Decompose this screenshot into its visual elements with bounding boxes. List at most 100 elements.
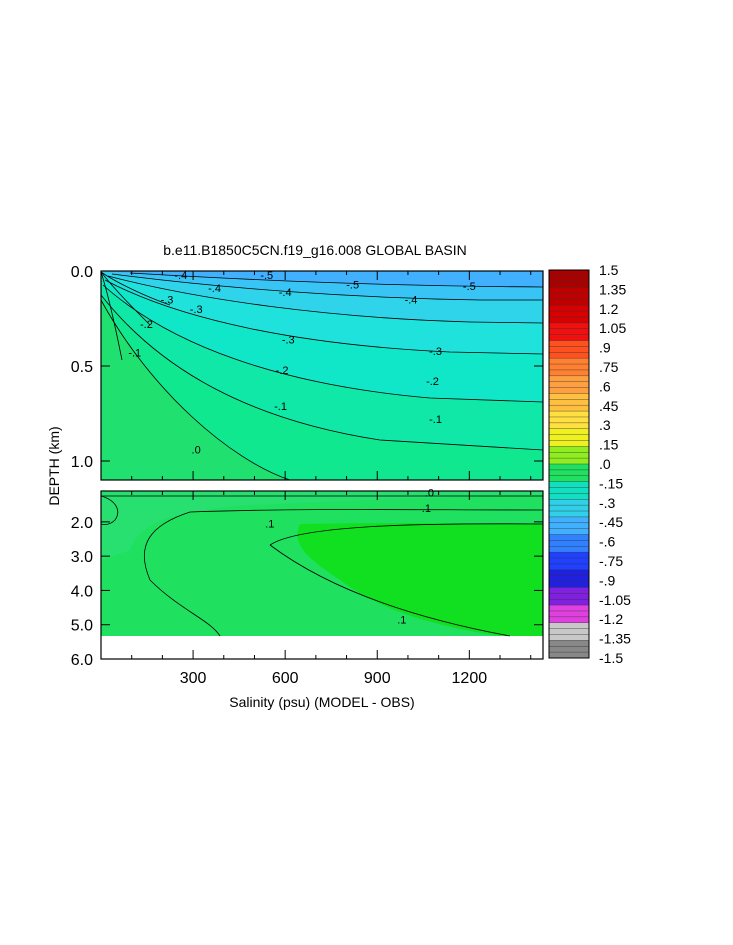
contour-label-lower-0: .0 (425, 488, 434, 500)
contour-line-0-6 (129, 272, 543, 288)
y-tick-label-lower-3: 5.0 (71, 618, 93, 635)
colorbar-swatch-21 (549, 652, 589, 659)
contour-line-0-1-lower-core-bot (269, 544, 511, 637)
colorbar-swatch-16 (549, 563, 589, 571)
contour-line-0-3 (104, 279, 543, 355)
contour-label-upper-7: -.3 (190, 304, 203, 316)
colorbar-swatch-11 (549, 475, 589, 482)
colorbar-swatch-18 (549, 599, 589, 606)
contour-label-upper-15: -.1 (274, 401, 287, 413)
upper-panel-frame (100, 270, 544, 481)
colorbar-swatch-6 (549, 387, 589, 394)
contour-line-near-left-3 (101, 271, 171, 306)
colorbar-swatch-0 (549, 270, 589, 277)
contour-label-upper-13: -.2 (276, 365, 289, 377)
colorbar-swatch-2 (549, 311, 589, 318)
colorbar-swatch-16 (549, 552, 589, 559)
contour-label-upper-4: -.5 (346, 279, 359, 291)
colorbar-swatch-2 (549, 305, 589, 312)
colorbar-swatch-19 (549, 616, 589, 624)
colorbar-swatch-7 (549, 399, 589, 406)
colorbar-swatch-0 (549, 275, 589, 283)
colorbar-swatch-15 (549, 534, 589, 541)
y-tick-label-lower-2: 4.0 (71, 583, 93, 600)
colorbar-swatch-10 (549, 446, 589, 453)
colorbar-label-12: -.3 (599, 495, 616, 511)
colorbar-swatch-18 (549, 593, 589, 600)
colorbar-swatch-17 (549, 575, 589, 582)
y-axis-label: DEPTH (km) (46, 426, 62, 505)
lower-band-core (297, 523, 543, 636)
colorbar-swatch-8 (549, 416, 589, 424)
colorbar-label-9: .15 (599, 437, 619, 453)
colorbar-swatch-20 (549, 634, 589, 641)
colorbar-label-16: -.9 (599, 572, 616, 588)
colorbar-swatch-1 (549, 287, 589, 294)
colorbar-label-0: 1.5 (599, 262, 619, 278)
upper-contour-labels: -.4 -.5 -.4 -.4 -.5 -.5 -.3 -.3 -.4 -.2 -.3 -.3 -.1 -… (128, 270, 475, 457)
x-axis-label: Salinity (psu) (MODEL - OBS) (229, 694, 414, 710)
lower-contour-labels: .0 .1 .1 .1 (265, 488, 434, 627)
colorbar-swatch-12 (549, 487, 589, 494)
contour-label-lower-2: .1 (265, 519, 274, 531)
colorbar-label-6: .6 (599, 378, 611, 394)
colorbar-swatch-14 (549, 528, 589, 535)
contour-label-upper-6: -.3 (161, 295, 174, 307)
colorbar-swatch-10 (549, 452, 589, 459)
colorbar-swatch-8 (549, 411, 589, 418)
y-tick-label-lower-0: 2.0 (71, 515, 93, 532)
colorbar-label-14: -.6 (599, 534, 616, 550)
colorbar-swatch-20 (549, 622, 589, 629)
colorbar-label-17: -1.05 (599, 592, 631, 608)
colorbar-swatch-1 (549, 299, 589, 306)
colorbar-label-8: .3 (599, 417, 611, 433)
contour-line-zero (101, 299, 291, 480)
x-tick-label-2: 900 (364, 670, 391, 687)
colorbar-swatch-6 (549, 381, 589, 388)
colorbar-swatch-13 (549, 505, 589, 512)
contour-line-0-1-lower-core (269, 523, 543, 546)
colorbar-label-11: -.15 (599, 475, 623, 491)
colorbar-swatch-9 (549, 434, 589, 441)
contour-line-0-1 (101, 294, 543, 451)
colorbar-swatch-15 (549, 546, 589, 553)
colorbar-swatch-10 (549, 458, 589, 465)
colorbar-label-10: .0 (599, 456, 611, 472)
upper-band-minus-6 (101, 271, 543, 287)
upper-contour-lines (101, 271, 543, 480)
contour-line-0-5 (111, 273, 543, 301)
colorbar-label-13: -.45 (599, 514, 623, 530)
contour-label-upper-16: -.1 (429, 414, 442, 426)
colorbar-swatch-4 (549, 352, 589, 359)
lower-band-upper-strip (101, 491, 543, 560)
colorbar-swatch-19 (549, 610, 589, 618)
colorbar-swatch-11 (549, 464, 589, 471)
colorbar-swatch-5 (549, 369, 589, 377)
colorbar-swatch-7 (549, 393, 589, 400)
colorbar-label-18: -1.2 (599, 611, 623, 627)
axes: 300 600 900 1200 0.0 0.5 1.0 2.0 3.0 4.0 5.0 6.0 (71, 264, 543, 687)
colorbar-swatch-2 (549, 317, 589, 324)
x-tick-label-0: 300 (180, 670, 207, 687)
colorbar-swatch-15 (549, 540, 589, 547)
contour-line-near-left-2 (101, 271, 151, 326)
contour-label-lower-1: .1 (422, 503, 431, 515)
colorbar-swatch-19 (549, 605, 589, 612)
contour-label-upper-17: .0 (192, 445, 201, 457)
x-tick-label-3: 1200 (452, 670, 488, 687)
contour-line-left-blob (101, 495, 119, 525)
contour-label-upper-3: -.4 (279, 287, 292, 299)
colorbar-swatch-5 (549, 358, 589, 365)
upper-panel-contours (101, 271, 543, 480)
colorbar-label-2: 1.2 (599, 301, 619, 317)
contour-label-upper-5: -.5 (463, 281, 476, 293)
colorbar-swatch-12 (549, 493, 589, 500)
lower-panel-frame (100, 490, 544, 660)
contour-label-upper-11: -.3 (429, 346, 442, 358)
colorbar-swatch-11 (549, 469, 589, 477)
colorbar-swatch-20 (549, 628, 589, 635)
contour-label-upper-2: -.4 (208, 283, 221, 295)
colorbar-swatch-7 (549, 405, 589, 412)
colorbar-swatch-13 (549, 499, 589, 506)
